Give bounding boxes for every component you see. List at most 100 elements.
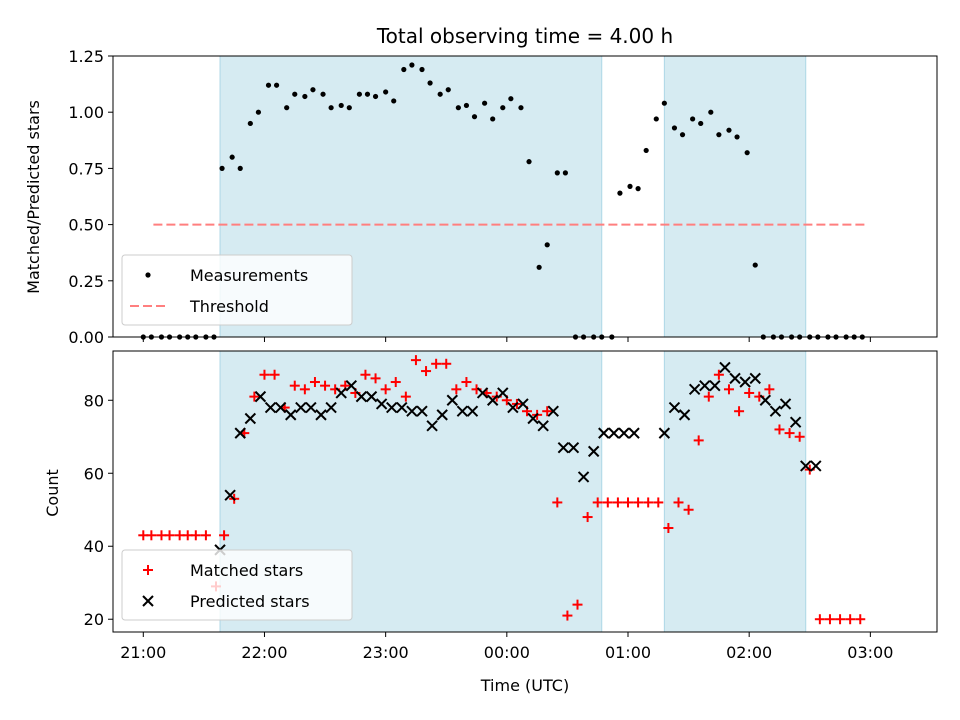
predicted-stars-point	[810, 460, 822, 472]
x-tick-label: 22:00	[241, 643, 287, 662]
predicted-stars-point	[779, 398, 792, 410]
matched-stars-point	[653, 497, 664, 508]
predicted-stars-point	[678, 409, 691, 421]
measurement-point	[391, 98, 397, 104]
predicted-stars-point	[507, 401, 519, 414]
predicted-stars-point	[244, 412, 257, 425]
measurement-point	[518, 105, 524, 111]
measurement-point	[255, 109, 262, 115]
legend-entry-label: Threshold	[189, 297, 269, 316]
matched-stars-point	[190, 530, 201, 541]
measurement-point	[372, 93, 379, 100]
measurement-point	[679, 132, 686, 138]
predicted-stars-point	[355, 390, 368, 403]
measurement-point	[690, 116, 696, 122]
predicted-stars-point	[769, 405, 782, 417]
matched-stars-point	[451, 384, 462, 395]
matched-stars-point	[703, 391, 714, 402]
matched-stars-point	[673, 497, 684, 508]
matched-stars-point	[309, 377, 320, 388]
x-tick-label: 03:00	[847, 643, 893, 662]
count-legend: Matched stars Predicted stars	[121, 549, 353, 621]
matched-stars-point	[400, 391, 411, 402]
predicted-stars-point	[315, 409, 327, 421]
legend-predicted-marker	[142, 595, 154, 607]
legend-measurement-marker	[145, 272, 151, 278]
predicted-stars-point	[658, 427, 671, 439]
measurement-point	[338, 102, 344, 109]
measurement-point	[536, 264, 542, 270]
predicted-stars-point	[254, 390, 267, 403]
matched-stars-point	[249, 391, 260, 402]
predicted-stars-point	[547, 405, 559, 417]
predicted-stars-point	[800, 460, 812, 472]
predicted-stars-point	[396, 401, 408, 414]
measurement-point	[698, 120, 704, 127]
predicted-stars-point	[466, 405, 479, 417]
measurement-point	[617, 190, 623, 196]
matched-stars-point	[623, 497, 633, 508]
measurement-point	[643, 147, 649, 154]
predicted-stars-point	[789, 416, 802, 428]
x-axis-label: Time (UTC)	[480, 676, 569, 695]
matched-stars-point	[390, 377, 401, 388]
matched-stars-point	[734, 406, 745, 417]
matched-stars-point	[410, 355, 421, 366]
measurement-point	[419, 66, 425, 73]
predicted-stars-point	[567, 442, 580, 454]
count-y-tick-label: 20	[84, 610, 104, 629]
predicted-stars-point	[688, 383, 701, 396]
matched-stars-point	[219, 530, 230, 541]
measurement-point	[500, 105, 506, 111]
y-axis-label-count: Count	[43, 469, 62, 517]
matched-stars-point	[764, 384, 775, 395]
measurement-point	[482, 100, 488, 106]
measurement-point	[445, 87, 451, 93]
measurement-point	[247, 120, 253, 127]
matched-stars-point	[663, 522, 674, 533]
predicted-stars-point	[719, 361, 731, 374]
matched-stars-point	[370, 373, 381, 384]
measurement-point	[734, 134, 740, 140]
matched-stars-point	[320, 380, 331, 391]
measurement-point	[219, 165, 225, 171]
measurement-point	[526, 159, 532, 165]
measurement-point	[627, 183, 633, 189]
matched-stars-point	[784, 428, 795, 439]
predicted-stars-point	[729, 372, 741, 385]
count-y-tick-label: 60	[84, 464, 104, 483]
predicted-stars-point	[709, 379, 721, 392]
legend-entry-label: Measurements	[190, 266, 308, 285]
measurement-point	[265, 82, 272, 88]
predicted-stars-point	[759, 394, 772, 406]
predicted-stars-point	[234, 427, 246, 439]
measurement-point	[273, 82, 280, 88]
measurement-point	[310, 87, 316, 93]
measurement-point	[726, 127, 732, 133]
predicted-stars-point	[598, 427, 610, 439]
matched-stars-point	[259, 369, 270, 380]
count-y-tick-label: 80	[84, 391, 104, 410]
predicted-stars-point	[618, 427, 630, 439]
matched-stars-point	[814, 614, 825, 625]
matched-stars-point	[582, 512, 593, 523]
matched-stars-point	[774, 424, 785, 435]
predicted-stars-point	[446, 394, 459, 406]
measurement-point	[671, 125, 678, 131]
predicted-stars-point	[406, 405, 418, 417]
matched-stars-point	[562, 610, 573, 621]
measurement-point	[471, 114, 478, 120]
measurement-point	[635, 186, 641, 192]
matched-stars-point	[794, 431, 805, 442]
y-axis-label-ratio: Matched/Predicted stars	[24, 100, 43, 294]
predicted-stars-point	[476, 387, 489, 399]
chart-title: Total observing time = 4.00 h	[376, 24, 673, 48]
count-y-tick-label: 40	[84, 537, 104, 556]
measurement-point	[237, 165, 243, 171]
matched-stars-point	[299, 384, 310, 395]
measurement-point	[752, 262, 758, 268]
measurement-point	[653, 116, 659, 122]
matched-stars-point	[146, 530, 157, 541]
x-tick-label: 00:00	[484, 643, 530, 662]
ratio-y-tick-label: 0.25	[68, 272, 104, 291]
